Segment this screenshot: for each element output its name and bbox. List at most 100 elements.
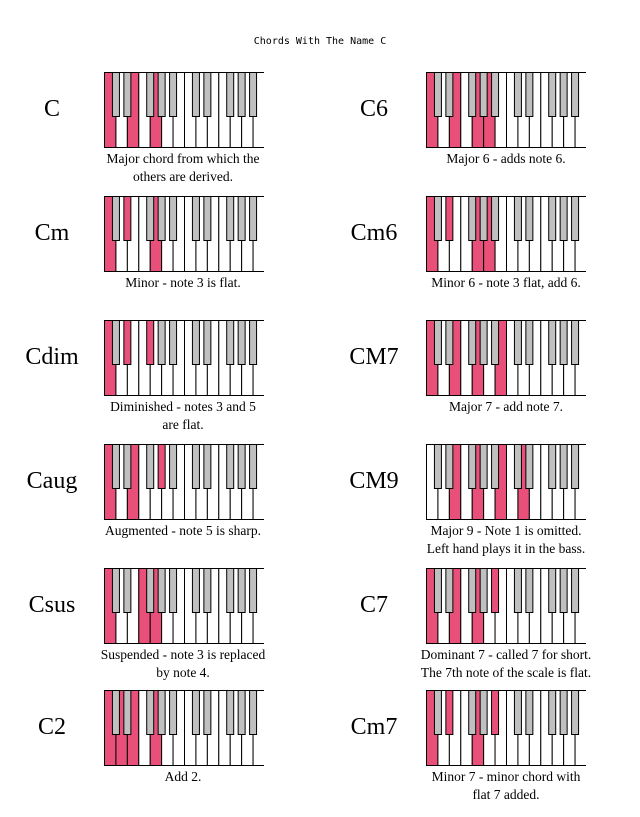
black-key (146, 444, 155, 489)
black-key (249, 690, 258, 735)
black-key (433, 320, 442, 365)
black-key (491, 72, 500, 117)
chord-caption: Diminished - notes 3 and 5 are flat. (78, 398, 288, 434)
black-key (237, 196, 246, 241)
black-key (468, 196, 477, 241)
black-key (433, 444, 442, 489)
chord-cm7: Cm7 Minor 7 - minor chord with flat 7 adde… (320, 690, 640, 814)
black-key (559, 320, 568, 365)
black-key (571, 320, 580, 365)
black-key (559, 444, 568, 489)
black-key (571, 690, 580, 735)
caption-line: Major 9 - Note 1 is omitted. (430, 523, 582, 538)
black-key (548, 690, 557, 735)
black-key (169, 444, 178, 489)
caption-line: Major 7 - add note 7. (449, 399, 563, 414)
black-key (479, 320, 488, 365)
black-key (479, 72, 488, 117)
black-key (157, 320, 166, 365)
chord-caption: Augmented - note 5 is sharp. (78, 522, 288, 540)
chord-cdim: Cdim Diminished - notes 3 and 5 are flat. (0, 320, 320, 444)
chord-name: C7 (359, 592, 388, 618)
black-key (559, 568, 568, 613)
caption-line: Minor - note 3 is flat. (125, 275, 241, 290)
chord-name: CM7 (349, 344, 399, 370)
black-key-pressed (445, 196, 454, 241)
chord-name: Csus (28, 592, 76, 618)
black-key (513, 72, 522, 117)
black-key (445, 320, 454, 365)
chord-c7: C7 Dominant 7 - called 7 for short. The 7t… (320, 568, 640, 692)
keyboard-diagram (104, 72, 264, 148)
black-key (146, 568, 155, 613)
black-key (513, 568, 522, 613)
keyboard-diagram (426, 320, 586, 396)
black-key (491, 320, 500, 365)
chord-cm7: CM7 Major 7 - add note 7. (320, 320, 640, 444)
black-key (513, 690, 522, 735)
black-key (237, 568, 246, 613)
black-key (525, 196, 534, 241)
black-key (479, 444, 488, 489)
black-key (479, 568, 488, 613)
caption-line: Add 2. (164, 769, 202, 784)
caption-line: Major 6 - adds note 6. (446, 151, 566, 166)
black-key (191, 72, 200, 117)
keyboard-diagram (426, 444, 586, 520)
black-key (169, 72, 178, 117)
black-key (169, 196, 178, 241)
black-key-pressed (157, 444, 166, 489)
black-key (146, 690, 155, 735)
black-key (433, 690, 442, 735)
black-key (169, 568, 178, 613)
caption-line: Augmented - note 5 is sharp. (105, 523, 261, 538)
black-key (571, 568, 580, 613)
chord-caption: Minor - note 3 is flat. (78, 274, 288, 292)
black-key (226, 320, 235, 365)
black-key (525, 72, 534, 117)
black-key (433, 196, 442, 241)
black-key (157, 196, 166, 241)
chord-csus: Csus Suspended - note 3 is replaced by not… (0, 568, 320, 692)
black-key (468, 690, 477, 735)
black-key (237, 320, 246, 365)
chord-name: Cm7 (350, 714, 398, 740)
black-key (559, 196, 568, 241)
chord-cm9: CM9 Major 9 - Note 1 is omitted. Left hand… (320, 444, 640, 568)
black-key (525, 690, 534, 735)
black-key (491, 444, 500, 489)
black-key (191, 690, 200, 735)
black-key (237, 444, 246, 489)
caption-line: Minor 6 - note 3 flat, add 6. (431, 275, 581, 290)
black-key (226, 690, 235, 735)
black-key (203, 320, 212, 365)
chord-caug: Caug Augmented - note 5 is sharp. (0, 444, 320, 568)
black-key (445, 444, 454, 489)
black-key (203, 690, 212, 735)
chord-caption: Major 9 - Note 1 is omitted. Left hand pl… (401, 522, 611, 558)
keyboard-diagram (104, 196, 264, 272)
black-key (525, 320, 534, 365)
keyboard-diagram (426, 690, 586, 766)
black-key (157, 568, 166, 613)
black-key (157, 690, 166, 735)
black-key (226, 568, 235, 613)
caption-line: The 7th note of the scale is flat. (420, 665, 592, 680)
caption-line: Dominant 7 - called 7 for short. (420, 647, 592, 662)
black-key (445, 568, 454, 613)
black-key (479, 690, 488, 735)
chord-name: C2 (37, 714, 66, 740)
black-key (203, 568, 212, 613)
caption-line: Diminished - notes 3 and 5 (110, 399, 256, 414)
black-key (513, 196, 522, 241)
black-key (468, 444, 477, 489)
black-key (571, 72, 580, 117)
chord-c6: C6 Major 6 - adds note 6. (320, 72, 640, 196)
black-key-pressed (491, 690, 500, 735)
black-key-pressed (445, 690, 454, 735)
caption-line: Left hand plays it in the bass. (426, 541, 586, 556)
black-key (468, 568, 477, 613)
black-key-pressed (123, 196, 132, 241)
chord-caption: Dominant 7 - called 7 for short. The 7th … (401, 646, 611, 682)
caption-line: are flat. (162, 417, 204, 432)
